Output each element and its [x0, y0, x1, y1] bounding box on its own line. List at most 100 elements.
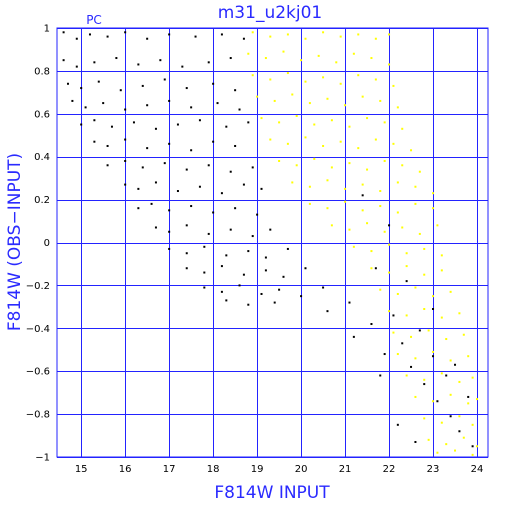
- scatter-point: [401, 342, 404, 345]
- scatter-point: [234, 144, 237, 147]
- scatter-point: [344, 187, 347, 190]
- scatter-point: [313, 123, 316, 126]
- scatter-point: [388, 33, 391, 36]
- scatter-point: [238, 108, 241, 111]
- scatter-point: [313, 157, 316, 160]
- scatter-point: [75, 65, 78, 68]
- scatter-point: [374, 37, 377, 40]
- scatter-point: [247, 121, 250, 124]
- scatter-point: [212, 211, 215, 214]
- scatter-point: [220, 33, 223, 36]
- scatter-point: [330, 119, 333, 122]
- scatter-point: [80, 123, 83, 126]
- scatter-point: [432, 192, 435, 195]
- scatter-point: [449, 415, 452, 418]
- scatter-point: [278, 159, 281, 162]
- scatter-point: [286, 33, 289, 36]
- scatter-point: [168, 230, 171, 233]
- scatter-point: [225, 125, 228, 128]
- scatter-point: [396, 353, 399, 356]
- scatter-point: [93, 119, 96, 122]
- scatter-point: [405, 265, 408, 268]
- scatter-point: [370, 57, 373, 60]
- scatter-point: [396, 211, 399, 214]
- scatter-point: [62, 31, 65, 34]
- scatter-point: [418, 170, 421, 173]
- scatter-point: [106, 144, 109, 147]
- x-tick-label: 18: [207, 464, 220, 475]
- scatter-point: [348, 162, 351, 165]
- y-tick-label: 0.8: [34, 66, 50, 77]
- scatter-point: [414, 202, 417, 205]
- scatter-point: [190, 149, 193, 152]
- scatter-point: [220, 290, 223, 293]
- scatter-point: [414, 286, 417, 289]
- scatter-point: [269, 228, 272, 231]
- scatter-point: [414, 440, 417, 443]
- x-tick-label: 15: [75, 464, 88, 475]
- scatter-point: [458, 312, 461, 315]
- scatter-point: [137, 207, 140, 210]
- black-point-series: [62, 31, 474, 448]
- scatter-point: [251, 235, 254, 238]
- scatter-point: [392, 331, 395, 334]
- plot-frame: [56, 27, 489, 458]
- scatter-point: [401, 226, 404, 229]
- scatter-point: [401, 127, 404, 130]
- scatter-point: [344, 104, 347, 107]
- scatter-point: [440, 316, 443, 319]
- scatter-point: [185, 87, 188, 90]
- scatter-point: [352, 335, 355, 338]
- scatter-point: [458, 430, 461, 433]
- scatter-point: [396, 423, 399, 426]
- scatter-point: [458, 380, 461, 383]
- scatter-point: [383, 159, 386, 162]
- scatter-point: [322, 144, 325, 147]
- scatter-point: [462, 333, 465, 336]
- scatter-point: [471, 376, 474, 379]
- scatter-point: [374, 267, 377, 270]
- scatter-point: [348, 125, 351, 128]
- x-tick-label: 21: [339, 464, 352, 475]
- scatter-point: [80, 87, 83, 90]
- scatter-point: [405, 314, 408, 317]
- y-tick-label: 1: [44, 24, 50, 35]
- scatter-point: [467, 355, 470, 358]
- scatter-point: [256, 213, 259, 216]
- x-tick-label: 22: [383, 464, 396, 475]
- scatter-point: [163, 162, 166, 165]
- scatter-point: [251, 74, 254, 77]
- scatter-point: [414, 357, 417, 360]
- scatter-point: [432, 400, 435, 403]
- scatter-point: [260, 292, 263, 295]
- x-tick-label: 24: [471, 464, 484, 475]
- y-tick-label: 0.4: [34, 152, 50, 163]
- scatter-point: [176, 123, 179, 126]
- scatter-point: [185, 267, 188, 270]
- scatter-point: [361, 95, 364, 98]
- scatter-point: [326, 179, 329, 182]
- scatter-point: [405, 252, 408, 255]
- scatter-point: [348, 228, 351, 231]
- scatter-point: [308, 202, 311, 205]
- y-tick-label: −1: [35, 453, 50, 464]
- scatter-point: [330, 224, 333, 227]
- scatter-point: [454, 449, 457, 452]
- scatter-point: [410, 335, 413, 338]
- scatter-point: [216, 102, 219, 105]
- scatter-point: [124, 183, 127, 186]
- scatter-point: [418, 232, 421, 235]
- scatter-point: [198, 185, 201, 188]
- scatter-point: [471, 445, 474, 448]
- scatter-point: [366, 222, 369, 225]
- chart-title: m31_u2kj01: [218, 3, 322, 23]
- scatter-point: [405, 280, 408, 283]
- scatter-point: [168, 247, 171, 250]
- scatter-point: [401, 164, 404, 167]
- scatter-point: [330, 166, 333, 169]
- scatter-point: [154, 127, 157, 130]
- scatter-point: [361, 209, 364, 212]
- tick-labels: 15 16 17 18 19 20 21 22 23 24 −1 −0.8 −0.6 −0.4 −0.2 0 0…: [26, 24, 484, 476]
- scatter-point: [176, 190, 179, 193]
